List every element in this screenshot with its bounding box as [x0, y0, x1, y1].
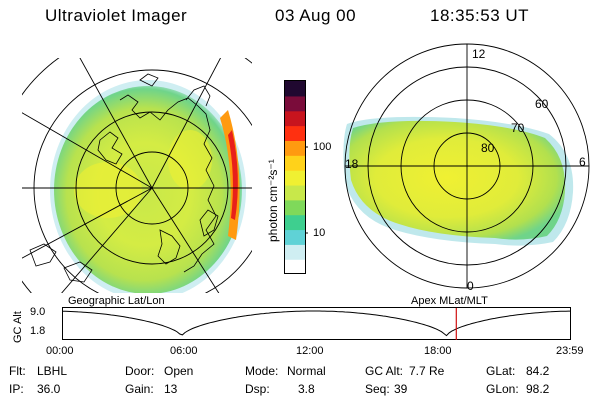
info-flt: Flt: LBHL — [9, 364, 67, 378]
longitude-grid — [22, 58, 252, 293]
timeline-xtick-1200: 12:00 — [296, 345, 324, 357]
info-ip: IP: 36.0 — [9, 382, 60, 396]
colorbar-band — [285, 125, 305, 141]
colorbar-band — [285, 244, 305, 260]
info-mode: Mode: Normal — [245, 364, 326, 378]
glat-value: 84.2 — [526, 364, 550, 378]
mode-value: Normal — [287, 364, 326, 378]
info-seq: Seq: 39 — [365, 382, 407, 396]
timeline-ylabel: GC Alt — [12, 311, 24, 343]
colorbar-band — [285, 184, 305, 201]
info-glon: GLon: 98.2 — [486, 382, 549, 396]
mode-label: Mode: — [245, 364, 279, 378]
right-map-caption: Apex MLat/MLT — [411, 295, 488, 307]
image-date: 03 Aug 00 — [275, 6, 357, 25]
colorbar — [284, 80, 308, 275]
glon-label: GLon: — [486, 382, 519, 396]
timeline-xtick-1800: 18:00 — [424, 345, 452, 357]
ip-value: 36.0 — [37, 382, 61, 396]
auroral-emission — [349, 120, 566, 240]
gcalt-label: GC Alt: — [365, 364, 404, 378]
timeline-xtick-0000: 00:00 — [46, 345, 74, 357]
timeline-ytick-9: 9.0 — [30, 306, 46, 318]
emission-patch — [168, 130, 212, 190]
mlt-spokes — [345, 44, 589, 288]
coastlines — [29, 73, 219, 283]
colorbar-band — [285, 140, 305, 156]
colorbar-label: photon cm⁻²s⁻¹ — [266, 159, 280, 242]
geographic-map — [22, 58, 252, 293]
seq-label: Seq: — [365, 382, 390, 396]
image-time: 18:35:53 UT — [430, 6, 530, 25]
mlt-label-12: 12 — [472, 47, 486, 61]
colorbar-band — [285, 199, 305, 216]
mlat-label-80: 80 — [481, 141, 495, 155]
info-gain: Gain: 13 — [125, 382, 177, 396]
colorbar-band — [285, 81, 305, 97]
timeline-ytick-1-8: 1.8 — [30, 325, 46, 337]
dsp-value: 3.8 — [298, 382, 315, 396]
timeline-xtick-2359: 23:59 — [556, 345, 584, 357]
emission-patch — [74, 162, 142, 218]
colorbar-tick-100: 100 — [313, 141, 332, 153]
door-label: Door: — [125, 364, 155, 378]
mlat-label-70: 70 — [511, 121, 525, 135]
left-map-caption: Geographic Lat/Lon — [68, 295, 165, 307]
colorbar-band — [285, 229, 305, 245]
seq-value: 39 — [394, 382, 408, 396]
gain-value: 13 — [164, 382, 178, 396]
colorbar-band — [285, 155, 305, 171]
gain-label: Gain: — [125, 382, 154, 396]
door-value: Open — [164, 364, 194, 378]
mlt-label-6: 6 — [579, 155, 586, 169]
altitude-curve — [62, 310, 571, 337]
colorbar-band — [285, 170, 305, 186]
mlat-mlt-plot: 12 18 6 0 60 70 80 — [343, 43, 590, 293]
glat-label: GLat: — [486, 364, 516, 378]
colorbar-tick-10: 10 — [313, 227, 326, 239]
dsp-label: Dsp: — [245, 382, 270, 396]
mlat-label-60: 60 — [535, 97, 549, 111]
ip-label: IP: — [9, 382, 24, 396]
info-gcalt: GC Alt: 7.7 Re — [365, 364, 444, 378]
timeline-xtick-0600: 06:00 — [170, 345, 198, 357]
mlt-label-18: 18 — [345, 157, 359, 171]
info-glat: GLat: 84.2 — [486, 364, 549, 378]
colorbar-band — [285, 110, 305, 127]
flt-value: LBHL — [37, 364, 68, 378]
colorbar-band — [285, 259, 305, 275]
dayside-peak — [228, 130, 238, 220]
glon-value: 98.2 — [526, 382, 550, 396]
altitude-timeline — [62, 307, 571, 340]
info-dsp: Dsp: 3.8 — [245, 382, 315, 396]
mlt-label-0: 0 — [467, 279, 474, 293]
flt-label: Flt: — [9, 364, 26, 378]
colorbar-band — [285, 95, 305, 112]
info-door: Door: Open — [125, 364, 193, 378]
colorbar-band — [285, 214, 305, 231]
gcalt-value: 7.7 Re — [409, 364, 445, 378]
instrument-title: Ultraviolet Imager — [45, 6, 188, 25]
